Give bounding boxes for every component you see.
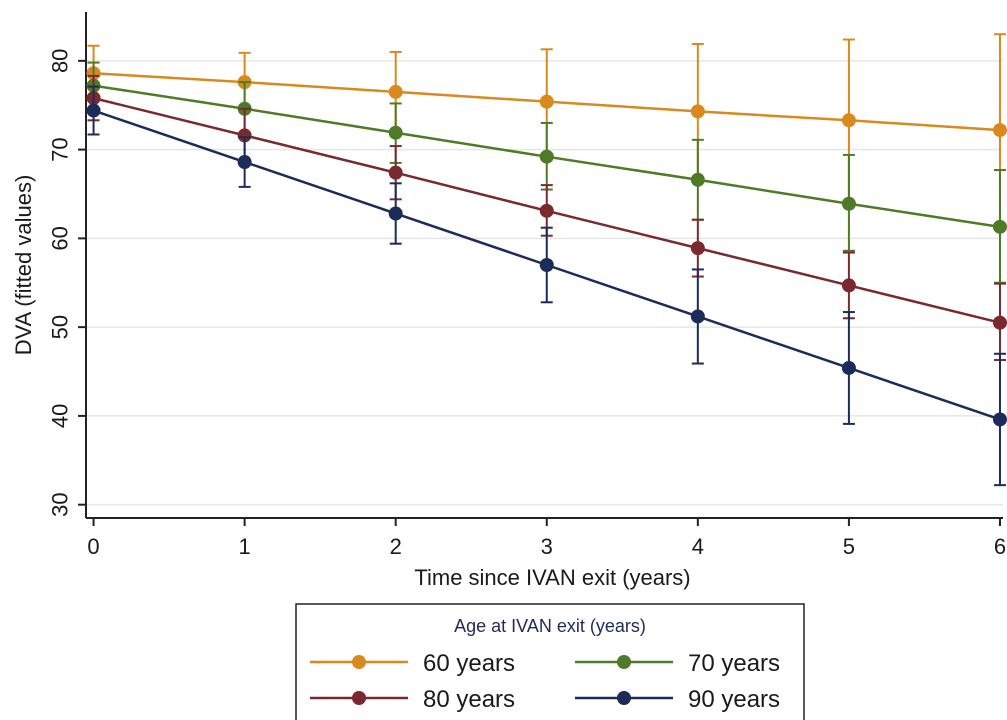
series-group bbox=[86, 33, 1007, 487]
gridlines bbox=[86, 60, 1003, 506]
legend-marker-1 bbox=[617, 655, 631, 669]
x-tick-label-3: 3 bbox=[541, 534, 553, 559]
point-1-5 bbox=[841, 196, 856, 211]
x-tick-label-6: 6 bbox=[994, 534, 1006, 559]
legend-label-3: 90 years bbox=[688, 686, 780, 713]
point-3-1 bbox=[237, 155, 252, 170]
x-tick-label-5: 5 bbox=[843, 534, 855, 559]
x-tick-label-0: 0 bbox=[87, 534, 99, 559]
legend-marker-3 bbox=[617, 691, 631, 705]
series-2 bbox=[86, 74, 1007, 361]
x-tick-label-2: 2 bbox=[390, 534, 402, 559]
point-2-5 bbox=[841, 278, 856, 293]
point-3-6 bbox=[992, 412, 1007, 427]
point-3-0 bbox=[86, 103, 101, 118]
series-3 bbox=[86, 85, 1007, 487]
point-0-2 bbox=[388, 84, 403, 99]
point-2-2 bbox=[388, 165, 403, 180]
y-tick-label-30: 30 bbox=[48, 492, 73, 516]
x-tick-label-1: 1 bbox=[238, 534, 250, 559]
point-0-4 bbox=[690, 104, 705, 119]
point-2-6 bbox=[992, 315, 1007, 330]
point-2-1 bbox=[237, 128, 252, 143]
legend-label-1: 70 years bbox=[688, 650, 780, 677]
legend-entry-3: 90 years bbox=[575, 686, 780, 713]
legend-entry-0: 60 years bbox=[310, 650, 515, 677]
legend-marker-2 bbox=[352, 691, 366, 705]
legend-marker-0 bbox=[352, 655, 366, 669]
legend-entry-2: 80 years bbox=[310, 686, 515, 713]
legend: Age at IVAN exit (years) 60 years 70 year… bbox=[295, 603, 805, 720]
y-tick-label-70: 70 bbox=[48, 137, 73, 161]
point-1-4 bbox=[690, 172, 705, 187]
point-3-5 bbox=[841, 360, 856, 375]
x-tick-label-4: 4 bbox=[692, 534, 704, 559]
y-axis: 30 40 50 60 70 80 bbox=[48, 12, 87, 518]
point-3-4 bbox=[690, 309, 705, 324]
legend-label-0: 60 years bbox=[423, 650, 515, 677]
x-axis-title: Time since IVAN exit (years) bbox=[414, 565, 690, 590]
point-0-5 bbox=[841, 113, 856, 128]
point-0-3 bbox=[539, 94, 554, 109]
point-1-3 bbox=[539, 149, 554, 164]
legend-label-2: 80 years bbox=[423, 686, 515, 713]
y-tick-label-40: 40 bbox=[48, 404, 73, 428]
point-3-3 bbox=[539, 258, 554, 272]
legend-title: Age at IVAN exit (years) bbox=[454, 616, 646, 636]
point-1-2 bbox=[388, 125, 403, 140]
legend-entry-1: 70 years bbox=[575, 650, 780, 677]
x-axis: 0 1 2 3 4 5 6 bbox=[86, 517, 1006, 559]
y-axis-title: DVA (fitted values) bbox=[11, 175, 36, 356]
point-0-6 bbox=[992, 123, 1007, 138]
point-2-3 bbox=[539, 203, 554, 218]
y-tick-label-50: 50 bbox=[48, 315, 73, 339]
y-tick-label-80: 80 bbox=[48, 49, 73, 73]
point-3-2 bbox=[388, 206, 403, 221]
y-tick-label-60: 60 bbox=[48, 226, 73, 250]
point-2-4 bbox=[690, 241, 705, 256]
point-1-6 bbox=[992, 219, 1007, 234]
